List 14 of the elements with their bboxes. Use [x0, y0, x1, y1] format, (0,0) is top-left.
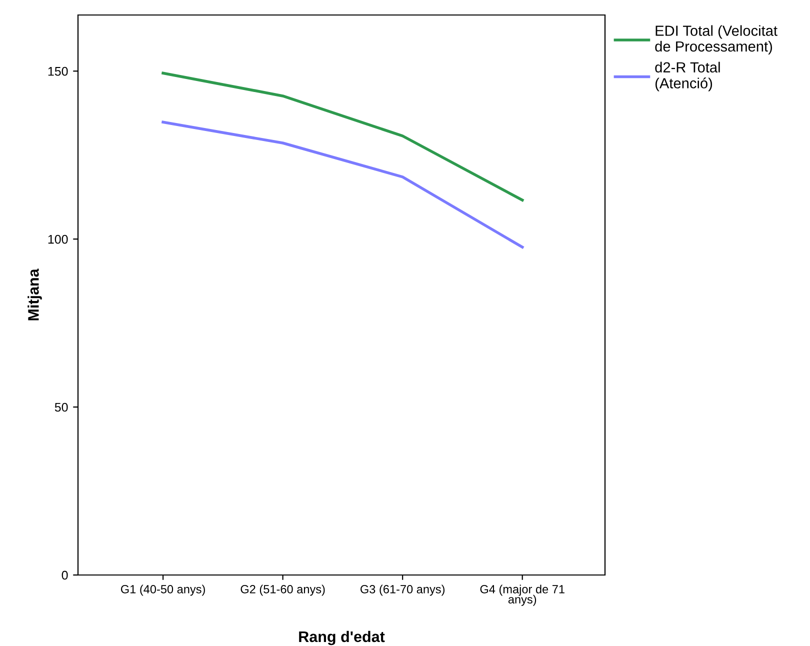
y-axis-title: Mitjana	[28, 268, 42, 320]
legend-label: EDI Total (Velocitat de Processament)	[655, 25, 778, 55]
y-tick-label: 0	[62, 570, 68, 580]
x-tick-label: G4 (major de 71 anys)	[480, 584, 564, 606]
y-tick-label: 50	[54, 402, 68, 412]
x-tick-label: G1 (40-50 anys)	[120, 584, 205, 596]
line-series	[162, 120, 524, 249]
y-tick-label: 100	[48, 234, 68, 244]
x-axis-title: Rang d'edat	[299, 630, 385, 646]
x-tick-label: G2 (51-60 anys)	[240, 584, 325, 596]
legend-label: d2-R Total (Atenció)	[655, 62, 720, 92]
y-tick-label: 150	[48, 66, 68, 76]
x-tick-label: G3 (61-70 anys)	[360, 584, 445, 596]
line-series	[162, 72, 524, 202]
